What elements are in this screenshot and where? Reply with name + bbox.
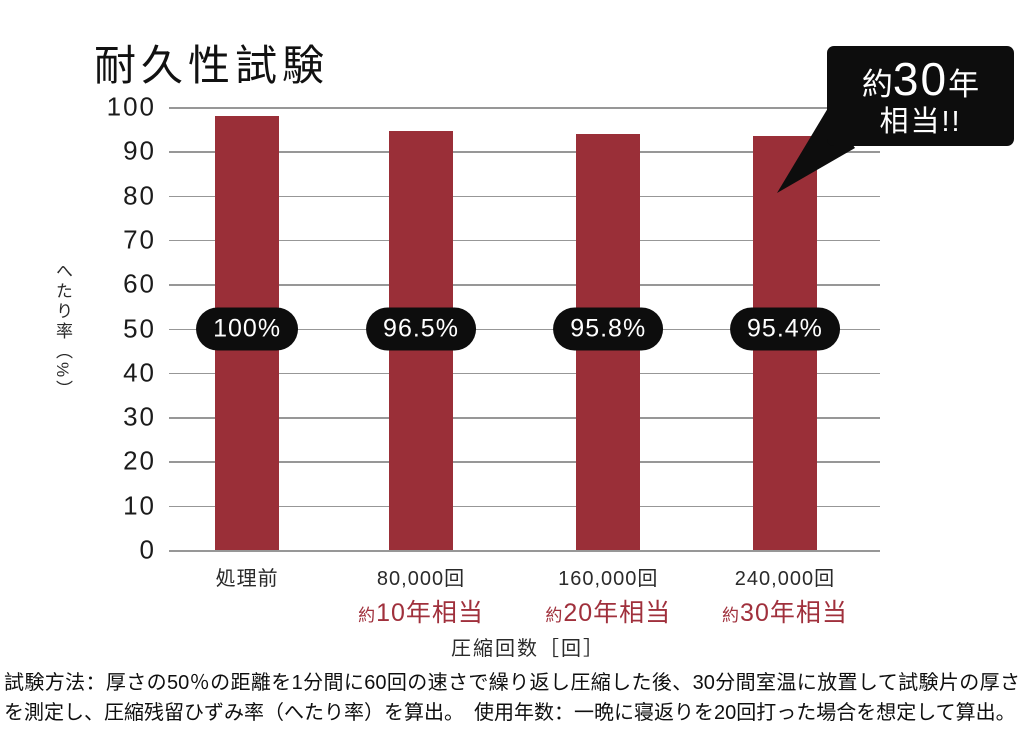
x-tick-sublabel-text: 10年相当 bbox=[376, 599, 484, 627]
x-tick-label: 240,000回 bbox=[734, 568, 836, 590]
gridline bbox=[169, 550, 880, 552]
gridline bbox=[169, 328, 880, 330]
x-axis-label: 圧縮回数［回］ bbox=[451, 638, 605, 660]
x-tick-sublabel-prefix: 約 bbox=[358, 606, 377, 625]
bar-value-pill: 95.4% bbox=[730, 307, 840, 350]
gridline bbox=[169, 151, 880, 153]
y-tick-label: 10 bbox=[123, 490, 156, 521]
y-axis-label: へたり率（%） bbox=[53, 262, 72, 401]
y-tick-label: 20 bbox=[123, 445, 156, 476]
y-tick-label: 40 bbox=[123, 357, 156, 388]
x-tick-label: 160,000回 bbox=[558, 568, 659, 590]
y-tick-label: 50 bbox=[123, 313, 156, 343]
gridline bbox=[169, 239, 880, 242]
y-tick-label: 30 bbox=[123, 401, 156, 432]
x-tick-sublabel-text: 30年相当 bbox=[740, 599, 848, 627]
y-tick-label: 0 bbox=[139, 534, 156, 565]
callout-line1: 約30年 bbox=[862, 56, 979, 102]
chart-title: 耐久性試験 bbox=[94, 42, 330, 89]
y-tick-label: 90 bbox=[123, 135, 156, 166]
y-tick-label: 70 bbox=[123, 224, 156, 255]
gridline bbox=[169, 461, 880, 463]
gridline bbox=[169, 417, 880, 419]
x-tick-sublabel: 約30年相当 bbox=[722, 593, 848, 629]
bar-value-pill: 96.5% bbox=[366, 307, 476, 350]
x-tick-sublabel-text: 20年相当 bbox=[563, 599, 672, 627]
y-tick-label: 60 bbox=[123, 268, 156, 299]
gridline bbox=[169, 284, 880, 286]
x-tick-sublabel: 約10年相当 bbox=[358, 593, 484, 629]
plot-area: 100 90 80 70 60 50 40 30 20 10 0 100% 処理前 96.5% 80,000… bbox=[107, 92, 880, 627]
x-tick-sublabel-prefix: 約 bbox=[722, 606, 741, 625]
callout-bubble: 約30年 相当!! bbox=[827, 46, 1014, 146]
callout-prefix: 約 bbox=[861, 66, 893, 102]
gridline bbox=[169, 107, 880, 109]
bar-value-pill: 95.8% bbox=[553, 307, 664, 350]
y-tick-label: 100 bbox=[106, 91, 156, 122]
callout-line2: 相当!! bbox=[879, 105, 962, 138]
callout-number: 30 bbox=[892, 52, 949, 105]
x-tick-sublabel: 約20年相当 bbox=[545, 593, 671, 629]
x-tick-label: 処理前 bbox=[215, 568, 279, 590]
callout-suffix: 年 bbox=[948, 66, 980, 102]
y-tick-label: 80 bbox=[123, 180, 156, 211]
gridline bbox=[169, 195, 880, 198]
footnote: 試験方法：厚さの50％の距離を1分間に60回の速さで繰り返し圧縮した後、30分間… bbox=[4, 672, 1020, 724]
x-tick-label: 80,000回 bbox=[376, 568, 466, 590]
bar-value-pill: 100% bbox=[196, 307, 299, 350]
gridline bbox=[169, 505, 880, 508]
gridline bbox=[169, 372, 880, 375]
x-tick-sublabel-prefix: 約 bbox=[545, 606, 564, 625]
